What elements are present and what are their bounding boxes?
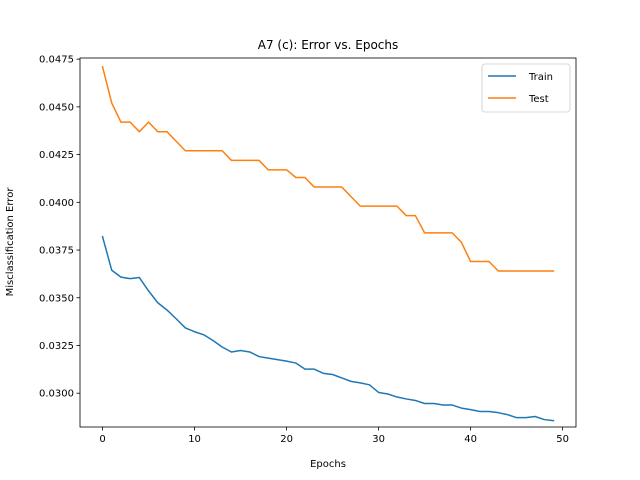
y-axis-label: Misclassification Error	[5, 187, 16, 297]
y-tick-label: 0.0400	[39, 198, 74, 209]
x-tick-label: 10	[188, 434, 201, 445]
plot-area: 0 10 20 30 40 50 0.0300 0.0325 0.0350 0.0375 0.040…	[39, 55, 577, 445]
axes-frame	[79, 57, 577, 428]
x-tick-label: 40	[464, 434, 477, 445]
legend-box	[481, 63, 571, 113]
legend-label-train: Train	[528, 72, 553, 83]
y-tick-label: 0.0350	[39, 293, 74, 304]
y-tick-label: 0.0450	[39, 102, 74, 113]
chart-title: A7 (c): Error vs. Epochs	[258, 38, 399, 52]
legend-label-test: Test	[528, 94, 549, 105]
x-tick-label: 0	[99, 434, 105, 445]
legend: Train Test	[481, 63, 571, 113]
x-tick-label: 30	[372, 434, 385, 445]
series-line-test	[101, 65, 555, 272]
series-line-train	[101, 235, 555, 422]
y-tick-label: 0.0300	[39, 389, 74, 400]
y-tick-label: 0.0375	[39, 246, 74, 257]
x-axis-label: Epochs	[310, 459, 346, 470]
y-tick-label: 0.0425	[39, 150, 74, 161]
x-tick-label: 20	[280, 434, 293, 445]
y-tick-label: 0.0325	[39, 341, 74, 352]
y-tick-label: 0.0475	[39, 55, 74, 66]
x-tick-label: 50	[556, 434, 569, 445]
